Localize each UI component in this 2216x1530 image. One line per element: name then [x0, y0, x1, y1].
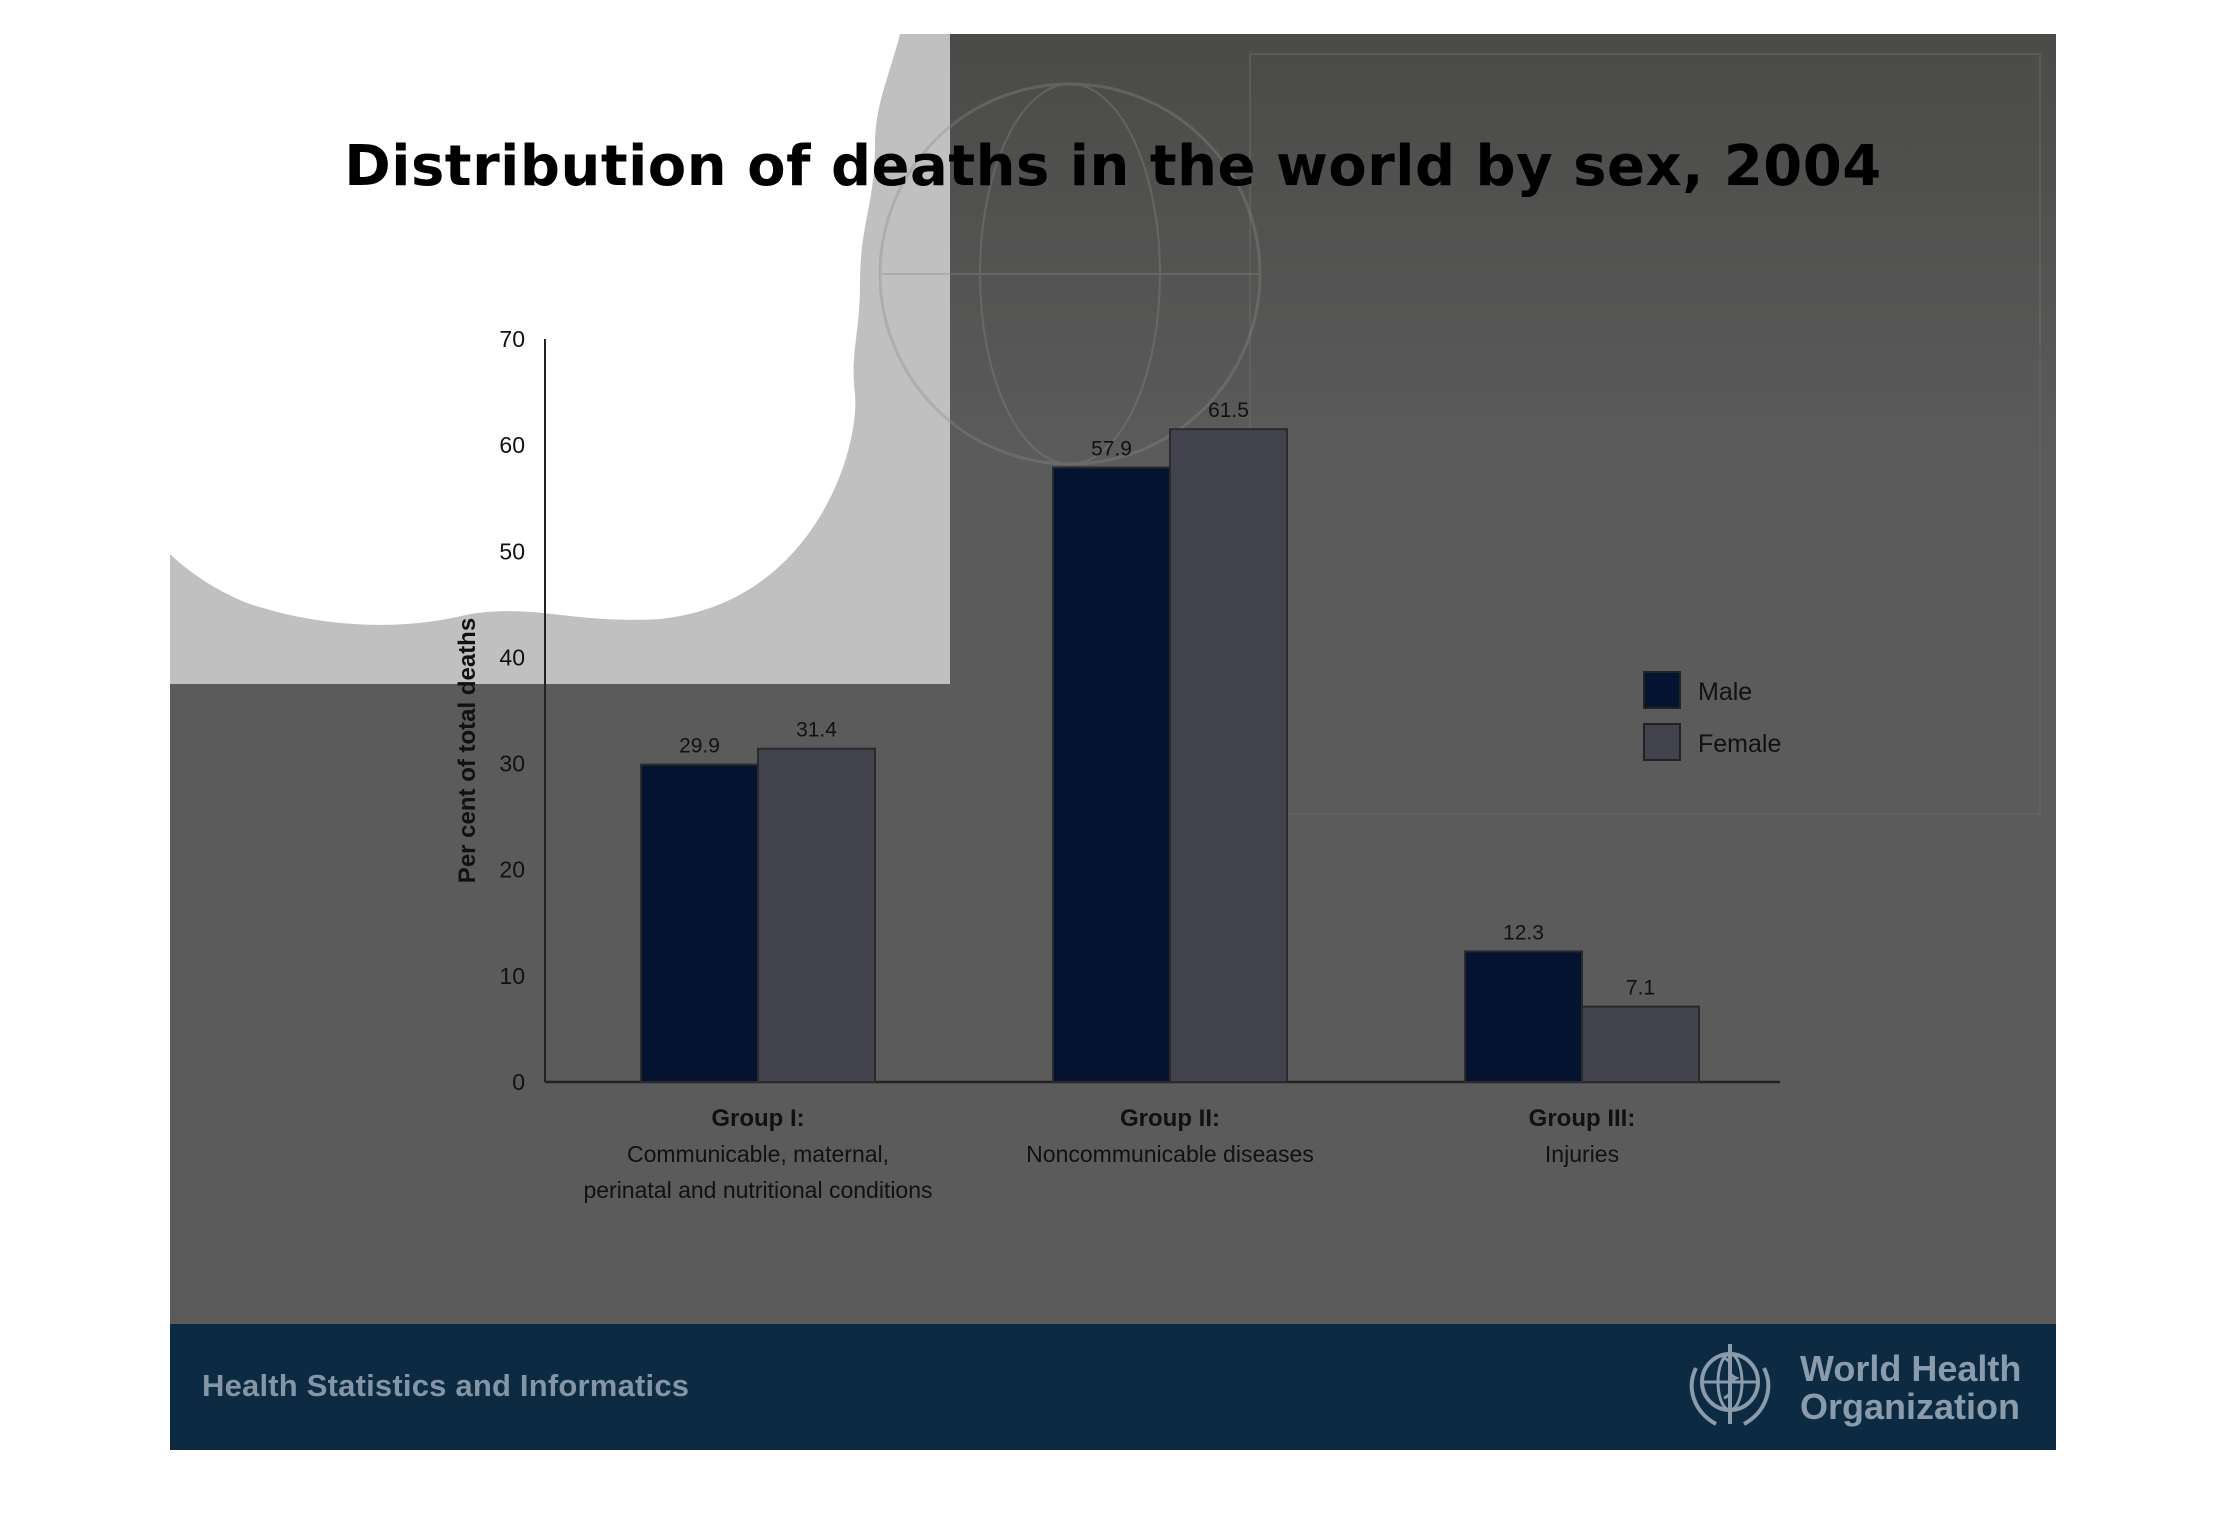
- header-shade: [950, 34, 2056, 454]
- legend-swatch-male: [1643, 671, 1681, 709]
- category-subtitle: Injuries: [1545, 1141, 1619, 1167]
- bar-female-1: [757, 747, 876, 1083]
- y-tick-label: 40: [499, 644, 525, 670]
- legend-swatch-female: [1643, 723, 1681, 761]
- footer-text: Health Statistics and Informatics: [202, 1368, 690, 1403]
- y-tick-label: 70: [499, 326, 525, 352]
- y-tick-label: 0: [512, 1069, 525, 1095]
- who-name-line2: Organization: [1800, 1386, 2021, 1427]
- who-emblem-icon: [1689, 1344, 1771, 1426]
- category-subtitle: Noncommunicable diseases: [1026, 1141, 1314, 1167]
- who-name-line1: World Health: [1800, 1348, 2022, 1389]
- data-label: 31.4: [796, 719, 837, 742]
- y-tick-label: 30: [499, 751, 525, 777]
- footer-bar: Health Statistics and Informatics World …: [170, 1324, 2056, 1450]
- category-subtitle: Communicable, maternal,: [627, 1141, 889, 1167]
- data-label: 7.1: [1626, 977, 1655, 1000]
- bar-male-2: [1052, 466, 1171, 1083]
- y-tick-label: 60: [499, 432, 525, 458]
- slide: 0 10 20 30 40 50 60 70 Per cent of total deaths 2…: [170, 34, 2056, 1450]
- bar-female-2: [1169, 428, 1288, 1083]
- white-cloud-shape: [170, 34, 900, 625]
- data-label: 61.5: [1208, 399, 1249, 422]
- y-tick-label: 20: [499, 857, 525, 883]
- data-label: 57.9: [1091, 437, 1132, 460]
- legend-label-male: Male: [1698, 678, 1752, 706]
- category-subtitle: perinatal and nutritional conditions: [583, 1177, 932, 1203]
- category-title: Group II:: [1120, 1105, 1220, 1132]
- data-label: 29.9: [679, 735, 720, 758]
- bar-chart: 0 10 20 30 40 50 60 70 Per cent of total deaths 2…: [454, 326, 1781, 1203]
- data-label: 12.3: [1503, 921, 1544, 944]
- bar-female-3: [1581, 1005, 1700, 1083]
- category-title: Group III:: [1529, 1105, 1636, 1132]
- who-name: World Health Organization: [1800, 1350, 2021, 1426]
- slide-title: Distribution of deaths in the world by s…: [344, 134, 1882, 199]
- bar-male-1: [640, 763, 759, 1084]
- y-tick-label: 50: [499, 538, 525, 564]
- globe-watermark-icon: [878, 82, 1262, 466]
- bar-male-3: [1464, 950, 1583, 1083]
- y-axis-title: Per cent of total deaths: [454, 618, 481, 883]
- slide-background: [170, 34, 2056, 1450]
- legend-label-female: Female: [1698, 730, 1781, 758]
- category-title: Group I:: [711, 1105, 804, 1132]
- y-tick-label: 10: [499, 963, 525, 989]
